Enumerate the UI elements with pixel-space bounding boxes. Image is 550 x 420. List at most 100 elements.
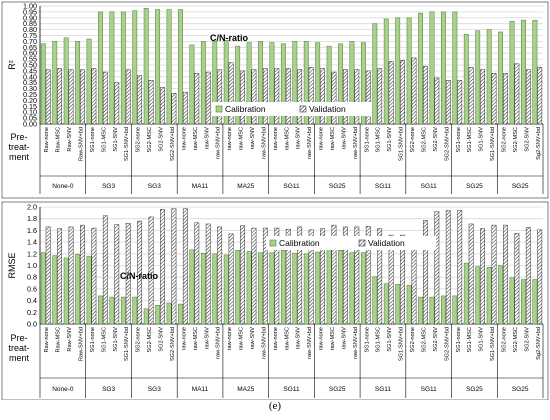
validation-bar [114, 224, 120, 325]
validation-bar [57, 68, 63, 125]
calibration-bar [303, 253, 309, 325]
validation-bar [68, 226, 74, 325]
calibration-bar [315, 251, 321, 325]
group-label: None-0 [52, 386, 74, 393]
legend-label-validation: Validation [309, 104, 346, 114]
treatment-label: SG2-MSC [147, 327, 153, 353]
treatment-label: Sg2-SNV+bd [536, 127, 542, 160]
treatment-label: raw-none [273, 127, 279, 150]
treatment-label: SG2-SNV+bd [444, 327, 450, 361]
treatment-label: raw-SNV [204, 327, 210, 350]
treatment-label: SG1-SNV+bd [490, 327, 496, 361]
validation-bar [45, 69, 51, 125]
calibration-bar [418, 12, 423, 125]
validation-bar [480, 69, 485, 125]
calibration-bar [132, 10, 138, 125]
calibration-bar [463, 34, 469, 125]
validation-bar [537, 67, 543, 125]
calibration-bar [452, 11, 458, 125]
treatment-label: SG2-SNV [159, 327, 165, 352]
calibration-bar [475, 30, 481, 125]
calibration-bar [269, 42, 275, 125]
treatment-label: SG1-none [90, 327, 96, 353]
legend-swatch-validation [358, 239, 366, 247]
calibration-bar [86, 255, 92, 325]
treatment-label: SG2-MSC [513, 127, 519, 153]
calibration-bar [52, 41, 58, 125]
treatment-label: SG1-SNV [387, 327, 393, 352]
calibration-bar [372, 276, 378, 325]
validation-bar [57, 228, 63, 325]
group-label: SG3 [148, 386, 161, 393]
validation-bar [102, 215, 108, 325]
treatment-label: raw-MSC [284, 127, 290, 150]
treatment-label: Raw-none [44, 327, 50, 353]
y-tick-label: 0.05 [23, 114, 37, 123]
calibration-bar [280, 250, 286, 325]
validation-bar [217, 226, 223, 325]
calibration-bar [166, 302, 172, 325]
validation-bar [228, 233, 234, 325]
calibration-bar [521, 279, 526, 325]
calibration-bar [132, 296, 138, 325]
legend: Calibration Validation [266, 236, 436, 250]
chart-canvas: 0.000.050.100.150.200.250.300.350.400.45… [1, 1, 549, 400]
calibration-bar [63, 37, 69, 125]
validation-bar [400, 234, 405, 325]
group-label: SG25 [329, 386, 346, 393]
validation-bar [274, 68, 280, 125]
group-label: SG3 [102, 183, 115, 190]
legend-label-calibration: Calibration [225, 104, 266, 114]
treatment-label: raw-SNV+bd [307, 127, 313, 159]
y-tick-label: 0.20 [23, 96, 37, 105]
y-tick-label: 0.70 [23, 37, 37, 46]
calibration-bar [441, 11, 446, 125]
calibration-bar [120, 11, 126, 125]
calibration-bar [258, 252, 263, 325]
validation-bar [194, 222, 200, 325]
validation-bar [525, 69, 531, 125]
group-label: SG25 [466, 386, 483, 393]
legend-box [266, 236, 436, 250]
treatment-label: SG2-MSC [421, 327, 427, 353]
treatment-label: SG2-SNV+bd [170, 127, 176, 161]
calibration-bar [246, 251, 252, 325]
treatment-label: SG1-SNV+bd [490, 127, 496, 161]
calibration-bar [143, 308, 149, 325]
treatment-label: Raw-MSC [56, 327, 62, 352]
y-tick-label: 1.00 [23, 2, 37, 11]
treatment-label: raw-none [319, 127, 325, 150]
calibration-bar [395, 17, 401, 125]
validation-bar [137, 75, 143, 125]
treatment-label: raw-SNV+bd [261, 127, 267, 159]
validation-bar [411, 57, 417, 125]
y-tick-label: 1.4 [27, 238, 37, 247]
group-label: SG25 [512, 183, 529, 190]
y-tick-label: 0.50 [23, 61, 37, 70]
calibration-bar [292, 252, 298, 325]
calibration-bar [406, 285, 412, 325]
treatment-label: raw-MSC [284, 327, 290, 350]
treatment-label: SG2-MSC [147, 127, 153, 153]
treatment-label: raw-SNV+bd [216, 127, 222, 159]
validation-bar [377, 228, 383, 325]
treatment-label: SG2-SNV [433, 327, 439, 352]
validation-bar [297, 226, 303, 325]
calibration-bar [63, 257, 69, 325]
legend-label-calibration: Calibration [279, 238, 320, 248]
calibration-bar [498, 31, 504, 125]
y-tick-label: 0.10 [23, 108, 37, 117]
treatment-label: Raw-none [44, 127, 50, 153]
validation-bar [445, 80, 451, 125]
validation-bar [354, 69, 360, 125]
treatment-label: SG1-none [456, 127, 462, 153]
calibration-bar [212, 253, 218, 325]
treatment-label: SG2-SNV+bd [170, 327, 176, 361]
calibration-bar [326, 45, 332, 125]
validation-bar [320, 228, 325, 325]
calibration-bar [532, 19, 538, 125]
treatment-label: SG1-MSC [467, 327, 473, 353]
calibration-bar [441, 295, 446, 325]
calibration-bar [429, 296, 435, 325]
treatment-label: raw-MSC [239, 327, 245, 350]
